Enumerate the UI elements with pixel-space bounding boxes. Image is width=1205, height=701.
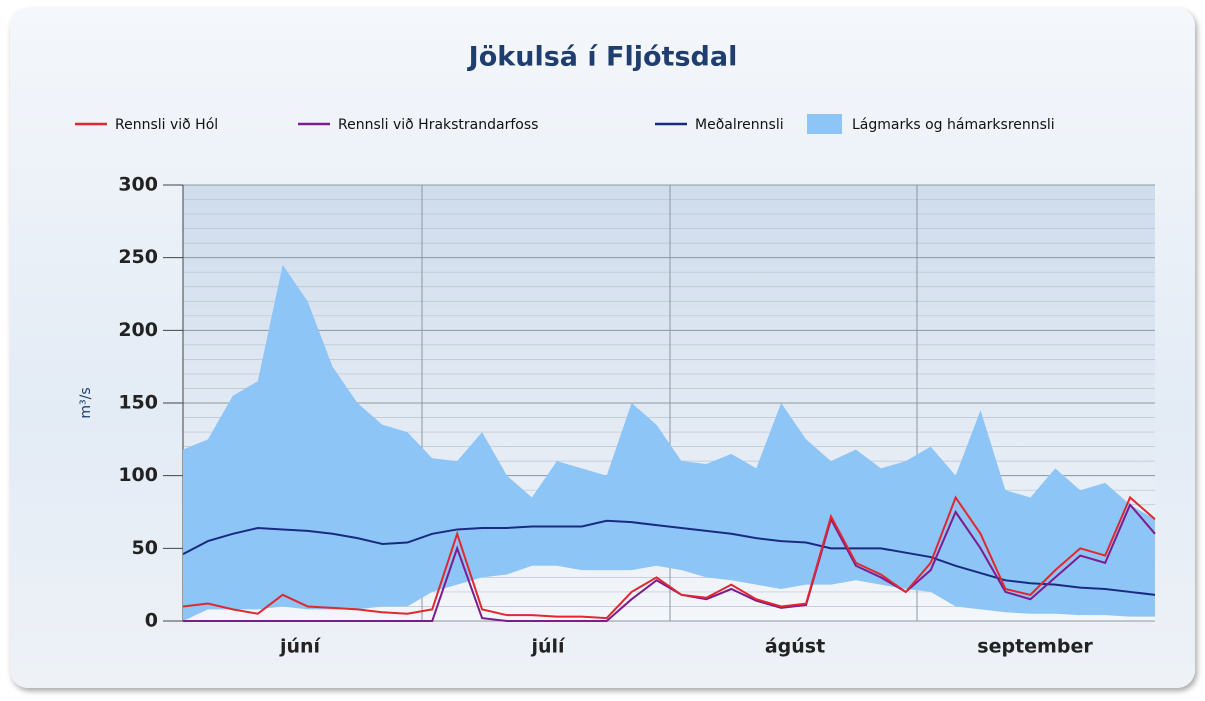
chart-title: Jökulsá í Fljótsdal — [467, 42, 738, 73]
legend-label: Meðalrennsli — [695, 117, 784, 133]
x-tick-label: september — [977, 636, 1093, 658]
y-tick-label: 50 — [132, 537, 158, 559]
legend-label: Rennsli við Hól — [115, 117, 218, 133]
series-line — [182, 519, 1156, 596]
range-band — [183, 264, 1155, 621]
y-axis-label: m³/s — [78, 387, 94, 418]
x-tick-label: júní — [279, 636, 322, 658]
legend-label: Lágmarks og hámarksrennsli — [852, 117, 1055, 133]
series-line — [183, 502, 1156, 622]
y-tick-label: 150 — [118, 392, 158, 414]
y-tick-label: 250 — [118, 246, 158, 268]
x-tick-label: júlí — [530, 636, 566, 658]
y-tick-label: 0 — [145, 610, 158, 632]
y-tick-label: 300 — [118, 174, 158, 196]
x-tick-label: ágúst — [765, 636, 825, 658]
legend-label: Rennsli við Hrakstrandarfoss — [338, 117, 538, 133]
y-tick-label: 200 — [118, 319, 158, 341]
y-tick-label: 100 — [118, 464, 158, 486]
legend-swatch — [807, 114, 842, 134]
series-line — [182, 495, 1156, 620]
